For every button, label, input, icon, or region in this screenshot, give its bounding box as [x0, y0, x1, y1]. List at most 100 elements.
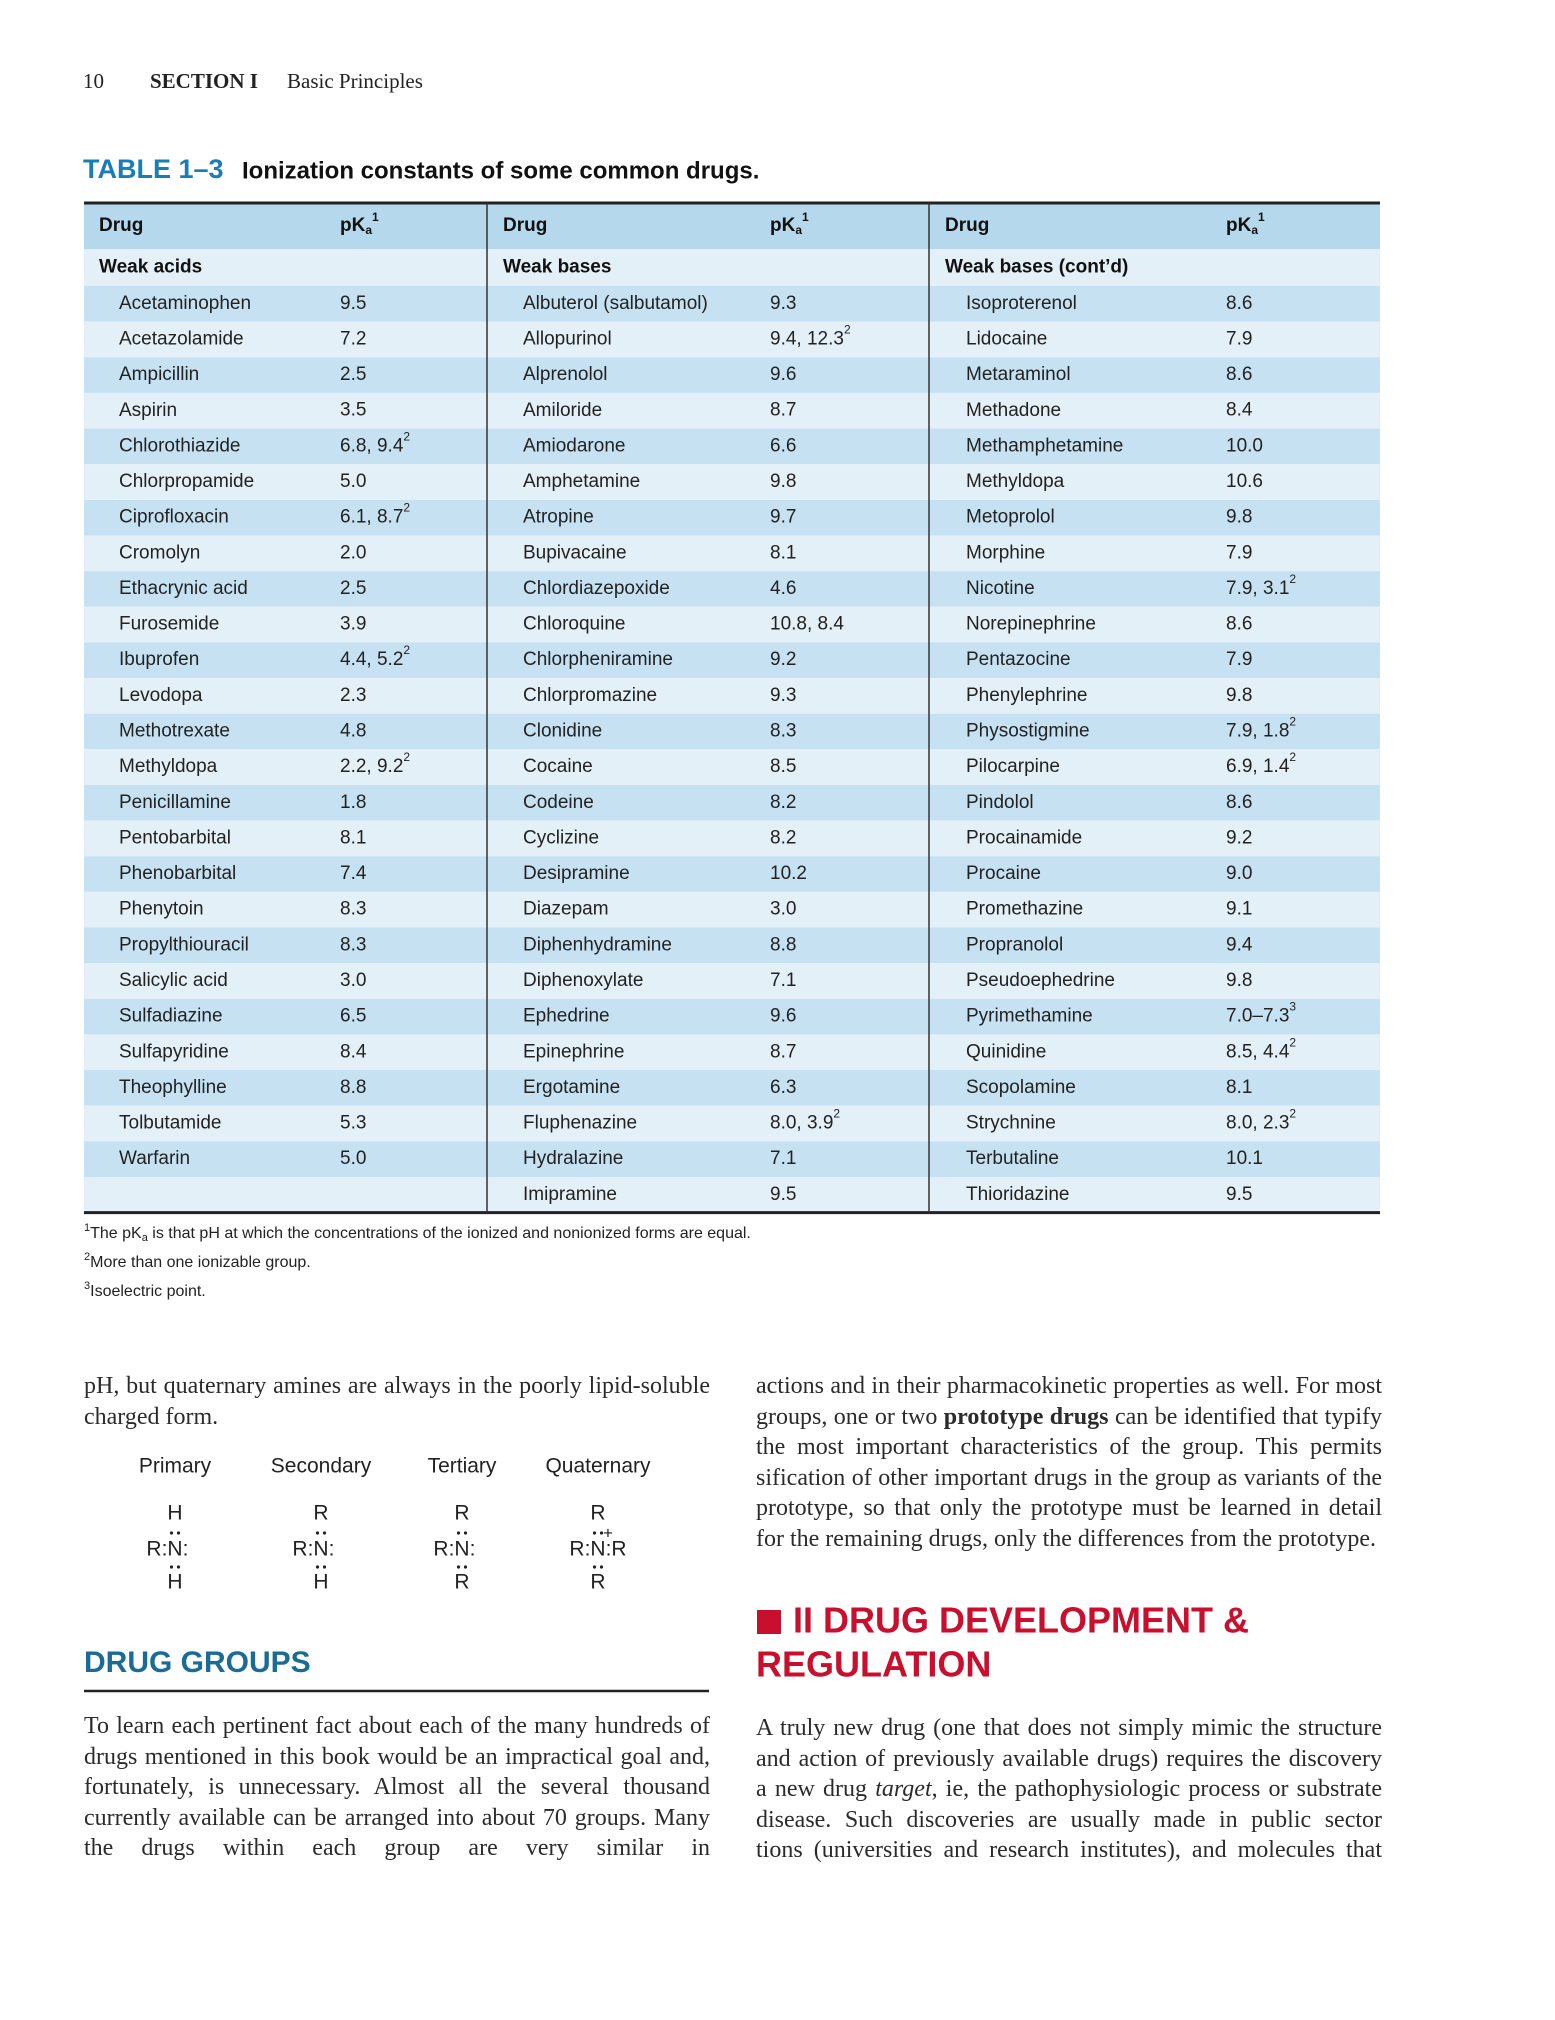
- row-bg: [84, 286, 1380, 322]
- footnote-text: More than one ionizable group.: [90, 1254, 311, 1271]
- drug-name: Propylthiouracil: [119, 934, 249, 955]
- pka-value: 8.8: [340, 1077, 366, 1098]
- superscript: 2: [1289, 750, 1296, 764]
- paragraph: A truly new drug (one that does not simp…: [756, 1713, 1382, 1866]
- value-text: 9.8: [1226, 685, 1252, 706]
- row-bg: [84, 963, 1380, 999]
- pka-value: 8.0, 2.32: [1226, 1107, 1296, 1134]
- row-bg: [84, 998, 1380, 1035]
- superscript: 3: [1289, 1000, 1296, 1014]
- pka-value: 2.5: [340, 364, 366, 385]
- pka-value: 4.4, 5.22: [340, 643, 410, 670]
- value-text: 10.8, 8.4: [770, 614, 844, 635]
- drug-name: Pilocarpine: [966, 756, 1060, 777]
- pka-value: 9.3: [770, 685, 796, 706]
- subscript: a: [142, 1232, 149, 1244]
- drug-name: Pyrimethamine: [966, 1006, 1093, 1027]
- row-bg: [84, 678, 1380, 714]
- pka-value: 7.2: [340, 328, 366, 349]
- group-label: Weak acids: [99, 257, 202, 278]
- value-text: 4.6: [770, 578, 796, 599]
- pka-value: 9.6: [770, 364, 796, 385]
- value-text: 7.0–7.3: [1226, 1006, 1289, 1027]
- column-header: Drug: [945, 215, 989, 236]
- superscript: 2: [84, 1251, 90, 1263]
- value-text: 9.2: [1226, 827, 1252, 848]
- drug-name: Penicillamine: [119, 792, 231, 813]
- pka-value: 3.9: [340, 614, 366, 635]
- value-text: 2.0: [340, 542, 366, 563]
- row-bg: [84, 1034, 1380, 1071]
- superscript: 1: [1258, 210, 1265, 224]
- row-bg: [84, 856, 1380, 892]
- pka-value: 10.0: [1226, 435, 1263, 456]
- drug-name: Metaraminol: [966, 364, 1071, 385]
- drug-name: Diazepam: [523, 899, 609, 920]
- pka-value: 6.8, 9.42: [340, 430, 410, 457]
- value-text: 9.3: [770, 293, 796, 314]
- column-header: pKa1: [340, 210, 379, 237]
- drug-name: Ephedrine: [523, 1006, 610, 1027]
- subscript: a: [365, 223, 372, 237]
- page-number: 10: [83, 69, 104, 93]
- drug-name: Terbutaline: [966, 1148, 1059, 1169]
- amine-formula: R:N:: [146, 1538, 188, 1561]
- pka-value: 6.5: [340, 1006, 366, 1027]
- row-bg: [84, 642, 1380, 679]
- superscript: 1: [372, 210, 379, 224]
- value-text: 9.3: [770, 685, 796, 706]
- value-text: 6.6: [770, 435, 796, 456]
- text-line: currently available can be arranged into…: [84, 1804, 710, 1831]
- drug-name: Warfarin: [119, 1148, 190, 1169]
- electron-dot: [169, 1531, 174, 1535]
- drug-name: Albuterol (salbutamol): [523, 293, 708, 314]
- text-line: groups, one or two prototype drugs can b…: [756, 1402, 1382, 1433]
- pka-value: 5.0: [340, 1148, 366, 1169]
- drug-name: Theophylline: [119, 1077, 227, 1098]
- pka-value: 1.8: [340, 792, 366, 813]
- drug-name: Nicotine: [966, 578, 1035, 599]
- pka-value: 6.1, 8.72: [340, 501, 410, 528]
- pka-value: 2.3: [340, 685, 366, 706]
- pka-value: 8.6: [1226, 792, 1252, 813]
- electron-dot: [463, 1531, 468, 1535]
- amine-charge: +: [603, 1523, 613, 1542]
- pka-value: 8.0, 3.92: [770, 1107, 840, 1134]
- superscript: 2: [1289, 572, 1296, 586]
- drug-name: Furosemide: [119, 614, 219, 635]
- pka-value: 9.3: [770, 293, 796, 314]
- pka-value: 7.9, 3.12: [1226, 572, 1296, 599]
- pka-value: 4.8: [340, 721, 366, 742]
- pka-value: 7.4: [340, 863, 367, 884]
- row-bg: [84, 1141, 1380, 1177]
- pka-value: 8.4: [340, 1041, 367, 1062]
- drug-name: Lidocaine: [966, 328, 1047, 349]
- value-text: 8.8: [340, 1077, 366, 1098]
- drug-name: Morphine: [966, 542, 1045, 563]
- electron-dot: [599, 1531, 604, 1535]
- value-text: 6.8, 9.4: [340, 435, 404, 456]
- electron-dot: [176, 1531, 181, 1535]
- row-bg: [84, 499, 1380, 536]
- footnote: 1The pKa is that pH at which the concent…: [84, 1222, 751, 1244]
- value-text: 8.3: [770, 721, 796, 742]
- value-text: 2.3: [340, 685, 366, 706]
- drug-name: Metoprolol: [966, 507, 1055, 528]
- pka-value: 9.1: [1226, 899, 1252, 920]
- superscript: 3: [84, 1280, 90, 1292]
- superscript: 1: [802, 210, 809, 224]
- value-text: 8.5, 4.4: [1226, 1041, 1290, 1062]
- drug-name: Cocaine: [523, 756, 593, 777]
- text-line: for the remaining drugs, only the differ…: [756, 1525, 1377, 1552]
- drug-name: Epinephrine: [523, 1041, 624, 1062]
- pka-value: 9.4: [1226, 934, 1253, 955]
- drug-name: Diphenoxylate: [523, 970, 643, 991]
- electron-dot: [592, 1565, 597, 1569]
- pka-value: 10.8, 8.4: [770, 614, 844, 635]
- pka-value: 8.3: [340, 899, 366, 920]
- pka-value: 8.4: [1226, 400, 1253, 421]
- value-text: 8.7: [770, 1041, 796, 1062]
- row-bg: [84, 784, 1380, 821]
- drug-name: Chloroquine: [523, 614, 625, 635]
- pka-value: 8.3: [770, 721, 796, 742]
